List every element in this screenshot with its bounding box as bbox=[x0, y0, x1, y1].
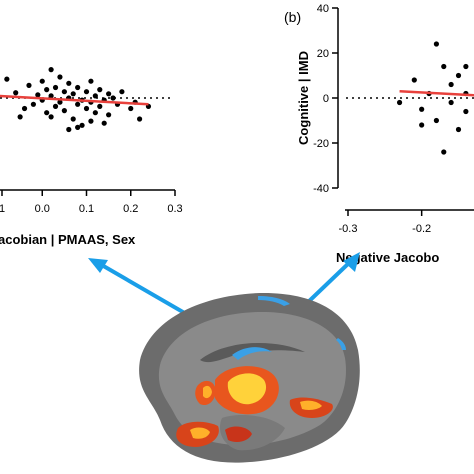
panel-a-point bbox=[70, 116, 76, 122]
panel-a-point bbox=[44, 110, 50, 116]
panel-a-point bbox=[128, 105, 134, 112]
panel-a-point bbox=[44, 87, 50, 93]
panel-a-point bbox=[52, 84, 59, 91]
panel-a-point bbox=[21, 105, 28, 112]
panel-a-point bbox=[119, 89, 125, 95]
panel-b-x-tick-label: -0.2 bbox=[412, 223, 431, 235]
panel-a-x-tick-label: 0.3 bbox=[167, 203, 182, 215]
activation-blue-top bbox=[232, 347, 272, 360]
arrowhead-left bbox=[88, 258, 108, 273]
panel-b-point bbox=[411, 77, 417, 83]
panel-b-y-tick-label: 20 bbox=[317, 48, 329, 60]
panel-a-point bbox=[57, 99, 63, 105]
panel-b-regression-line bbox=[399, 90, 474, 97]
panel-b-point bbox=[455, 72, 462, 79]
panel-a-point bbox=[57, 74, 63, 80]
panel-a-point bbox=[75, 124, 81, 130]
panel-b-x-axis: -0.3-0.2-0.1 bbox=[339, 209, 474, 235]
panel-a-point bbox=[110, 95, 116, 101]
panel-b-point bbox=[419, 122, 425, 128]
panel-a-point bbox=[48, 67, 54, 73]
panel-a-point bbox=[39, 78, 45, 84]
panel-a-point bbox=[97, 103, 103, 109]
panel-b-point bbox=[448, 81, 454, 88]
panel-a-point bbox=[35, 92, 41, 98]
panel-a-x-tick-label-partial: 1 bbox=[0, 203, 5, 215]
panel-a-point bbox=[83, 105, 90, 112]
panel-b-y-axis-title: Cognitive | IMD bbox=[296, 51, 311, 145]
panel-a-point bbox=[30, 101, 36, 107]
panel-b-point bbox=[448, 99, 454, 106]
panel-a-point bbox=[88, 78, 94, 84]
panel-b-point bbox=[419, 106, 425, 112]
panel-a-point bbox=[79, 122, 85, 128]
panel-b-point bbox=[441, 63, 447, 70]
panel-b-point bbox=[455, 126, 462, 133]
panel-a-x-axis-title: acobian | PMAAS, Sex bbox=[0, 232, 136, 247]
activation-blue-rim bbox=[258, 296, 290, 306]
panel-a-point bbox=[106, 112, 112, 118]
panel-a-point bbox=[26, 82, 32, 88]
panel-a-x-tick-label: 0.1 bbox=[79, 203, 94, 215]
panel-b-y-axis: -40 -20 0 20 40 bbox=[313, 3, 339, 195]
activation-hot-right bbox=[300, 400, 322, 410]
panel-b-fit-line bbox=[399, 90, 474, 97]
panel-b-point bbox=[433, 117, 439, 124]
panel-a-point bbox=[137, 116, 143, 122]
panel-a-x-tick-label: 0.0 bbox=[35, 203, 50, 215]
panel-b-y-tick-label: 40 bbox=[317, 3, 329, 15]
panel-a-point bbox=[88, 118, 94, 124]
panel-b-point bbox=[396, 99, 403, 106]
panel-a-point bbox=[61, 89, 67, 95]
corpus-callosum bbox=[200, 342, 305, 363]
arrowhead-right bbox=[343, 252, 360, 272]
panel-a-point bbox=[70, 91, 76, 97]
activation-hot-bottom bbox=[190, 427, 210, 439]
brain-mri-image bbox=[139, 292, 360, 463]
panel-a-point bbox=[106, 91, 112, 97]
activation-blue-rim-2 bbox=[336, 338, 346, 350]
panel-a-regression-line bbox=[0, 94, 149, 106]
panel-a-point bbox=[75, 84, 81, 91]
panel-a-point bbox=[66, 126, 72, 133]
panel-a-point bbox=[52, 103, 59, 109]
panel-b-x-tick-label: -0.3 bbox=[339, 223, 358, 235]
activation-hot-left bbox=[203, 385, 212, 399]
panel-a-scatter: 0.0 0.1 0.2 0.3 1 acobian | PMAAS, Sex bbox=[0, 67, 183, 247]
panel-b-point bbox=[463, 63, 469, 70]
panel-b-point bbox=[441, 149, 447, 155]
activation-warm-lower bbox=[225, 426, 252, 442]
panel-a-point bbox=[66, 80, 72, 86]
panel-a-point bbox=[17, 114, 23, 120]
panel-a-fit-line bbox=[0, 94, 149, 106]
panel-a-point bbox=[48, 93, 54, 99]
panel-a-point bbox=[97, 87, 103, 93]
activation-hot-center bbox=[227, 373, 267, 405]
panel-a-x-axis: 0.0 0.1 0.2 0.3 1 bbox=[0, 189, 183, 215]
panel-b-label: (b) bbox=[284, 9, 301, 25]
panel-a-point bbox=[101, 120, 107, 126]
panel-b-y-tick-label: 0 bbox=[323, 93, 329, 105]
panel-a-point bbox=[48, 114, 54, 120]
panel-a-x-tick-label: 0.2 bbox=[123, 203, 138, 215]
panel-b-x-axis-title: Negative Jacobo bbox=[336, 250, 439, 265]
panel-a-point bbox=[92, 93, 98, 99]
panel-b-point bbox=[433, 41, 439, 47]
panel-a-point bbox=[61, 108, 67, 114]
panel-b-point bbox=[463, 108, 469, 115]
panel-a-point bbox=[13, 90, 19, 96]
panel-b-y-tick-label: -40 bbox=[313, 183, 329, 195]
panel-b-y-tick-label: -20 bbox=[313, 138, 329, 150]
panel-a-point bbox=[92, 110, 98, 116]
panel-a-point bbox=[83, 89, 90, 95]
panel-a-point bbox=[75, 101, 81, 107]
panel-a-point bbox=[4, 76, 10, 82]
